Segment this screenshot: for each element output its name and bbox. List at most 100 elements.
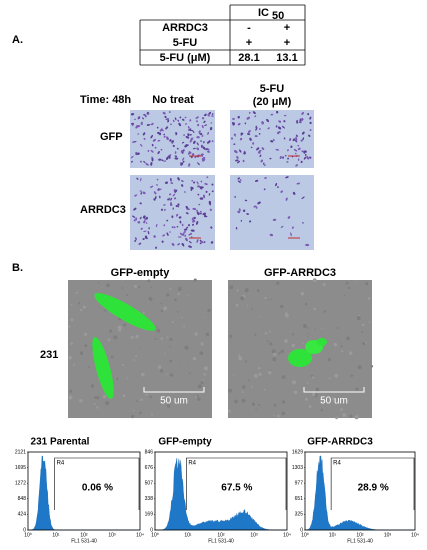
- cell: [163, 133, 165, 136]
- texture: [150, 286, 153, 289]
- cell: [282, 156, 285, 159]
- cell: [178, 216, 182, 219]
- y-tick-label: 651: [295, 496, 304, 502]
- cell: [139, 202, 142, 205]
- texture: [311, 376, 315, 379]
- texture: [94, 396, 97, 399]
- cell: [176, 147, 179, 150]
- texture: [347, 286, 351, 290]
- cell: [151, 157, 154, 162]
- texture: [166, 336, 169, 339]
- cell: [135, 126, 138, 129]
- cell: [258, 150, 262, 152]
- cell: [203, 113, 207, 117]
- table-cell: +: [284, 22, 290, 34]
- cell: [272, 218, 277, 221]
- cell: [137, 133, 140, 135]
- cell: [256, 147, 260, 151]
- cell: [264, 177, 267, 179]
- texture: [341, 350, 344, 353]
- texture: [256, 289, 260, 293]
- cell: [300, 139, 303, 142]
- texture: [267, 370, 272, 375]
- cell: [205, 190, 208, 193]
- texture: [122, 394, 126, 398]
- cell: [174, 151, 177, 154]
- cell: [273, 138, 275, 142]
- cell: [175, 132, 178, 136]
- cell: [295, 164, 298, 167]
- texture: [356, 414, 359, 416]
- cell: [170, 179, 173, 182]
- cell: [270, 113, 274, 116]
- cell: [177, 203, 180, 206]
- y-tick-label: 1272: [15, 481, 26, 487]
- x-tick-label: 10²: [356, 532, 364, 538]
- cell: [257, 201, 261, 205]
- cell: [244, 122, 247, 125]
- cell: [255, 127, 258, 131]
- texture: [272, 357, 277, 362]
- y-tick-label: 169: [145, 512, 154, 518]
- cell: [208, 111, 211, 115]
- cell: [137, 116, 140, 119]
- cell: [184, 230, 186, 233]
- cell: [237, 210, 241, 214]
- cell: [151, 143, 154, 147]
- texture: [340, 408, 343, 411]
- cell: [236, 155, 239, 159]
- column-label: (20 μM): [253, 96, 292, 108]
- table-cell: ARRDC3: [162, 22, 208, 34]
- texture: [300, 291, 305, 296]
- texture: [308, 405, 312, 408]
- panel-label: B.: [12, 262, 23, 274]
- texture: [238, 354, 241, 357]
- texture: [362, 342, 366, 346]
- cell: [137, 221, 141, 224]
- texture: [157, 365, 162, 369]
- cell: [299, 119, 302, 122]
- cell: [188, 241, 192, 244]
- cell: [147, 149, 150, 153]
- cell: [203, 241, 206, 244]
- cell: [169, 231, 171, 233]
- cell: [207, 131, 209, 136]
- cell: [185, 237, 188, 242]
- texture: [123, 323, 127, 327]
- texture: [96, 396, 100, 400]
- cell: [161, 240, 164, 243]
- y-tick-label: 1629: [292, 449, 303, 455]
- texture: [207, 308, 211, 313]
- y-tick-label: 0: [23, 527, 26, 533]
- texture: [251, 402, 256, 406]
- cell: [254, 115, 257, 118]
- texture: [311, 392, 316, 397]
- cell: [131, 160, 133, 163]
- cell: [201, 125, 204, 129]
- cell: [189, 129, 193, 132]
- texture: [242, 385, 246, 389]
- cell: [233, 143, 236, 145]
- cell: [203, 120, 206, 123]
- cell: [142, 191, 146, 195]
- cell: [145, 216, 148, 220]
- texture: [70, 318, 74, 322]
- cell: [170, 182, 174, 184]
- cell: [244, 199, 248, 202]
- cell: [155, 246, 158, 249]
- column-label: 5-FU: [260, 83, 285, 95]
- texture: [69, 389, 73, 393]
- ic50-table: [139, 4, 306, 66]
- table-cell: 5-FU (μM): [160, 52, 211, 64]
- cell: [164, 115, 167, 119]
- texture: [273, 403, 277, 407]
- cell: [148, 227, 150, 230]
- texture: [79, 398, 83, 403]
- histogram-title: 231 Parental: [31, 437, 90, 448]
- cell: [172, 119, 175, 123]
- x-tick-label: 10³: [384, 532, 392, 538]
- cell: [163, 204, 166, 206]
- texture: [270, 298, 273, 301]
- y-tick-label: 1695: [15, 465, 26, 471]
- cell: [240, 132, 244, 135]
